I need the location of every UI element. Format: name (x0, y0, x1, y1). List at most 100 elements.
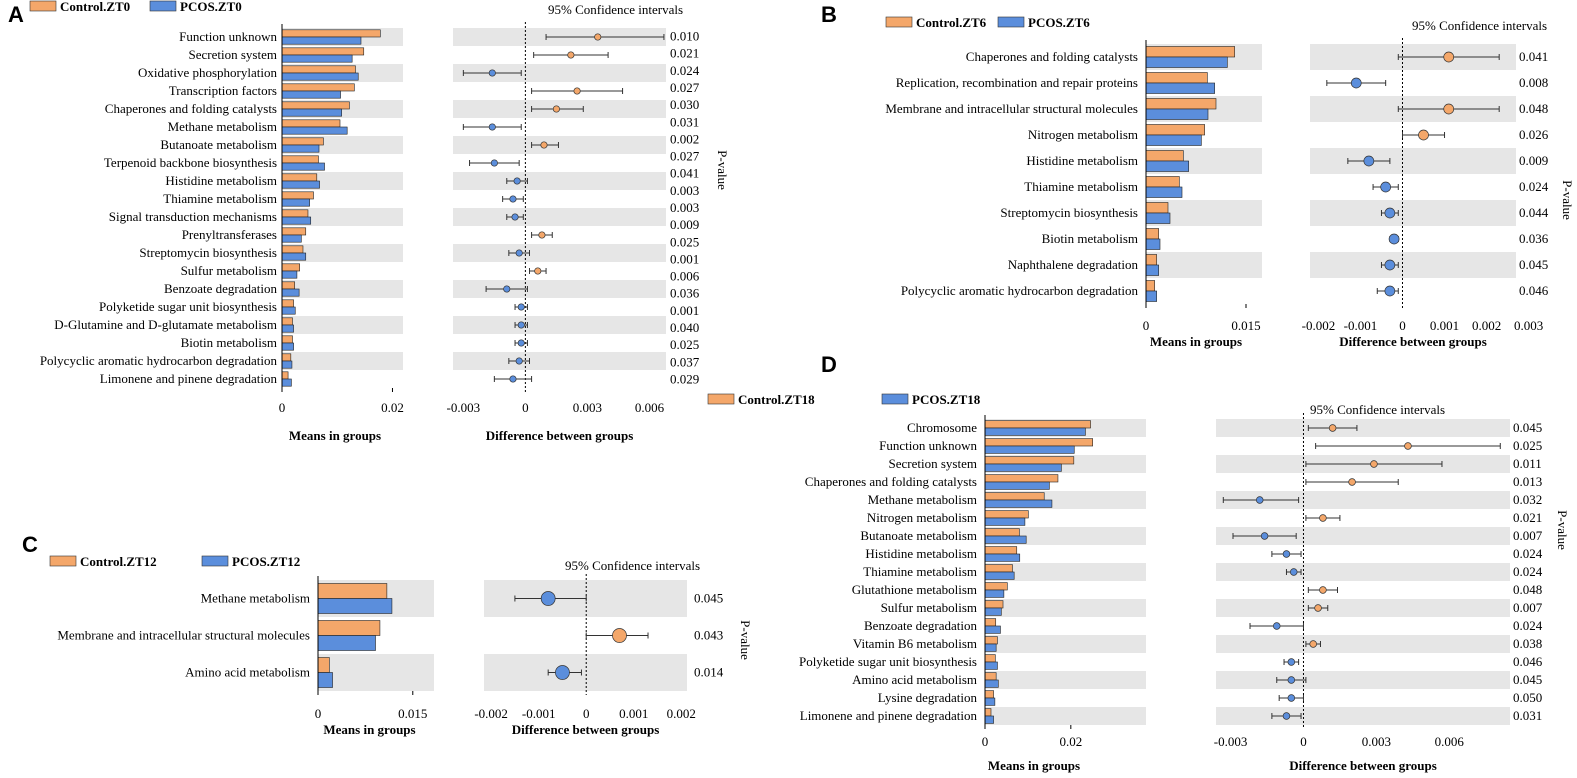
category-label: Polycyclic aromatic hydrocarbon degradat… (40, 353, 278, 368)
diff-point (540, 591, 556, 606)
category-label: Chromosome (907, 420, 977, 435)
row-stripe (985, 599, 1146, 617)
bar-pcos (281, 144, 320, 153)
diff-point (511, 213, 519, 221)
category-label: Amino acid metabolism (852, 672, 977, 687)
diff-point (1255, 496, 1264, 504)
row-stripe (985, 671, 1146, 689)
category-label: Vitamin B6 metabolism (853, 636, 977, 651)
diff-point (594, 33, 602, 41)
bar-pcos (984, 643, 997, 652)
bar-pcos (281, 234, 302, 243)
bar-control (1145, 176, 1180, 188)
diff-point (509, 195, 517, 203)
ci-title: 95% Confidence intervals (548, 2, 683, 17)
diff-point (1350, 77, 1362, 89)
p-value: 0.046 (1519, 283, 1549, 298)
bar-control (281, 65, 356, 74)
p-value: 0.031 (1513, 708, 1542, 723)
category-label: Histidine metabolism (865, 546, 977, 561)
diff-point (538, 231, 546, 239)
row-stripe (282, 352, 403, 370)
row-stripe (282, 208, 403, 226)
category-label: Thiamine metabolism (1024, 179, 1138, 194)
bar-control (281, 209, 309, 218)
p-value: 0.024 (670, 63, 700, 78)
legend-label-control: Control.ZT6 (916, 15, 987, 30)
bar-pcos (984, 625, 1001, 634)
diff-axis-tick-label: 0.006 (1435, 734, 1465, 749)
legend-swatch-control (49, 555, 77, 567)
category-label: Replication, recombination and repair pr… (896, 75, 1138, 90)
diff-point (503, 285, 511, 293)
diff-point (1314, 604, 1322, 612)
bar-control (281, 101, 350, 110)
p-value: 0.001 (670, 251, 699, 266)
bar-pcos (281, 342, 294, 351)
diff-point (1404, 442, 1412, 450)
category-label: Streptomycin biosynthesis (139, 245, 277, 260)
diff-point (534, 267, 542, 275)
bar-control (984, 474, 1059, 483)
bar-pcos (1145, 264, 1159, 276)
diff-axis-tick-label: 0.006 (635, 400, 665, 415)
diff-point (1282, 712, 1291, 720)
ci-title: 95% Confidence intervals (1412, 18, 1547, 33)
category-label: Membrane and intracellular structural mo… (57, 628, 310, 643)
bar-pcos (281, 108, 342, 117)
panel-b: B Control.ZT6 PCOS.ZT6 95% Confidence inter… (821, 2, 1575, 349)
bar-control (281, 371, 289, 380)
p-value: 0.024 (1513, 564, 1543, 579)
category-label: Prenyltransferases (182, 227, 277, 242)
bar-control (281, 47, 365, 56)
bar-pcos (984, 517, 1026, 526)
p-value: 0.010 (670, 29, 699, 44)
p-value: 0.050 (1513, 690, 1542, 705)
bar-control (281, 83, 355, 92)
bar-pcos (281, 180, 320, 189)
bar-pcos (317, 672, 333, 688)
bar-axis-tick-label: 0.02 (1059, 734, 1082, 749)
category-label: Transcription factors (169, 83, 277, 98)
p-value: 0.029 (670, 371, 699, 386)
bar-pcos (281, 198, 310, 207)
diff-axis-tick-label: 0.002 (667, 706, 696, 721)
bar-control (984, 582, 1008, 591)
legend-swatch-pcos (997, 16, 1025, 28)
category-label: Thiamine metabolism (863, 564, 977, 579)
row-stripe (453, 64, 666, 82)
row-stripe (1216, 527, 1510, 545)
diff-point (488, 123, 496, 131)
category-label: Nitrogen metabolism (867, 510, 977, 525)
row-stripe (1216, 563, 1510, 581)
p-value: 0.040 (670, 320, 699, 335)
bar-axis-tick-label: 0.015 (1231, 318, 1260, 333)
bar-control (281, 29, 381, 38)
diff-point (1287, 658, 1296, 666)
legend-label-pcos: PCOS.ZT6 (1028, 15, 1090, 30)
bar-pcos (281, 252, 307, 261)
bar-pcos (1145, 160, 1189, 172)
bar-control (984, 708, 992, 717)
category-label: Benzoate degradation (164, 281, 277, 296)
diff-point (567, 51, 575, 59)
bar-axis-tick-label: 0.015 (398, 706, 427, 721)
diff-xlabel: Difference between groups (512, 722, 660, 737)
diff-point (1287, 694, 1296, 702)
p-value: 0.003 (670, 200, 699, 215)
row-stripe (985, 707, 1146, 725)
p-value: 0.041 (1519, 49, 1548, 64)
p-value: 0.025 (1513, 438, 1542, 453)
bar-control (984, 492, 1045, 501)
bar-control (281, 317, 293, 326)
row-stripe (453, 244, 666, 262)
p-value: 0.045 (1519, 257, 1548, 272)
legend-swatch-pcos (201, 555, 229, 567)
legend-swatch-pcos (881, 393, 909, 405)
diff-point (509, 375, 517, 383)
row-stripe (453, 280, 666, 298)
bar-control (281, 191, 314, 200)
bar-control (984, 528, 1020, 537)
category-label: Function unknown (879, 438, 977, 453)
bar-control (1145, 124, 1205, 136)
